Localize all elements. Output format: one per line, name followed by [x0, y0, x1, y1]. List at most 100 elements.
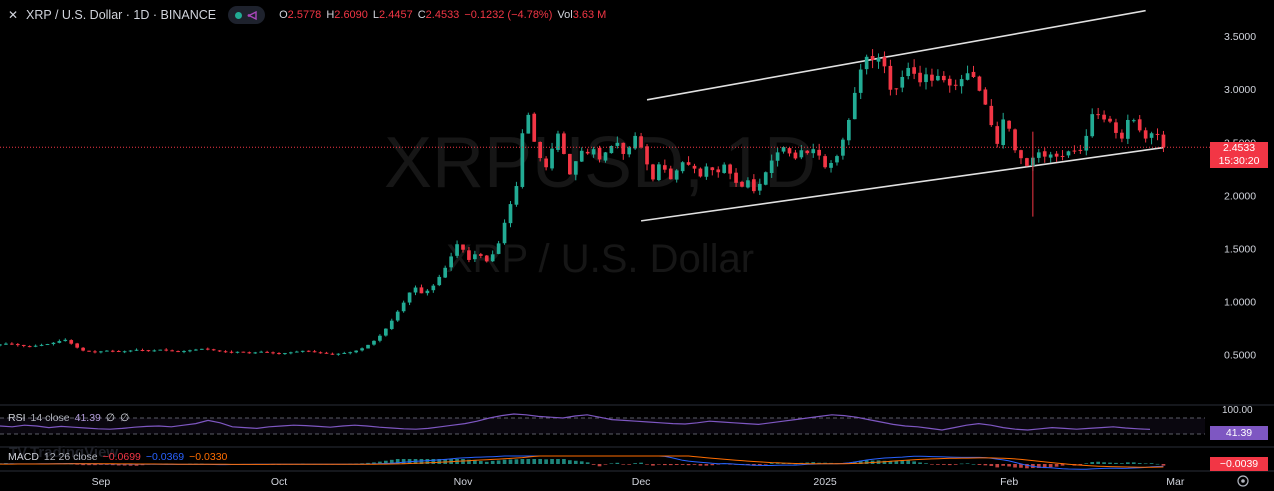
candle[interactable] — [217, 350, 222, 353]
candle[interactable] — [585, 148, 590, 155]
candle[interactable] — [728, 163, 732, 180]
candle[interactable] — [81, 347, 85, 352]
candle[interactable] — [823, 154, 827, 169]
candle[interactable] — [1149, 131, 1154, 145]
candle[interactable] — [0, 344, 2, 347]
candle[interactable] — [176, 350, 180, 353]
candle[interactable] — [597, 145, 602, 163]
candle[interactable] — [591, 146, 596, 158]
candle[interactable] — [496, 240, 501, 255]
candle[interactable] — [668, 165, 673, 180]
candle[interactable] — [953, 79, 958, 91]
candle[interactable] — [366, 344, 370, 349]
candle[interactable] — [265, 350, 269, 353]
candle[interactable] — [211, 348, 216, 351]
candle[interactable] — [870, 49, 875, 69]
candle[interactable] — [182, 350, 186, 354]
rsi-legend[interactable]: RSI 14 close 41.39 ∅ ∅ — [8, 412, 129, 424]
candle[interactable] — [621, 142, 626, 160]
candle[interactable] — [698, 167, 703, 178]
candle[interactable] — [383, 328, 388, 337]
candle[interactable] — [372, 340, 376, 346]
candle[interactable] — [490, 250, 495, 262]
candle[interactable] — [443, 265, 448, 279]
candle[interactable] — [229, 350, 234, 354]
candle[interactable] — [449, 252, 453, 271]
candle[interactable] — [906, 62, 911, 80]
candle[interactable] — [21, 344, 26, 348]
candle[interactable] — [146, 349, 151, 352]
last-price-badge[interactable]: 2.4533 15:30:20 — [1210, 142, 1268, 168]
candle[interactable] — [330, 352, 335, 355]
candle[interactable] — [775, 147, 780, 167]
candle[interactable] — [188, 349, 192, 353]
candle[interactable] — [15, 343, 20, 347]
candle[interactable] — [283, 352, 287, 355]
candle[interactable] — [223, 350, 228, 353]
candle[interactable] — [959, 74, 964, 94]
candle[interactable] — [1155, 128, 1160, 141]
candle[interactable] — [87, 350, 91, 352]
candle[interactable] — [538, 141, 543, 162]
candle[interactable] — [389, 318, 394, 331]
candle[interactable] — [1084, 129, 1089, 156]
close-icon[interactable]: ✕ — [8, 8, 19, 22]
candle[interactable] — [1036, 148, 1041, 163]
macd-legend[interactable]: MACD 12 26 close −0.0699 −0.0369 −0.0330 — [8, 451, 227, 463]
candle[interactable] — [75, 342, 80, 349]
candle[interactable] — [912, 59, 916, 80]
candle[interactable] — [645, 144, 649, 171]
candle[interactable] — [437, 274, 442, 287]
candle[interactable] — [936, 69, 940, 82]
candle[interactable] — [1096, 107, 1100, 120]
candle[interactable] — [710, 166, 715, 176]
candle[interactable] — [271, 351, 275, 355]
candle[interactable] — [752, 174, 756, 194]
candle[interactable] — [633, 132, 637, 150]
candle[interactable] — [235, 351, 240, 354]
candle[interactable] — [348, 351, 353, 355]
candle[interactable] — [39, 343, 44, 347]
candle[interactable] — [473, 250, 477, 263]
candle[interactable] — [1019, 149, 1023, 165]
candle[interactable] — [1060, 150, 1065, 161]
candle[interactable] — [425, 289, 430, 296]
candle[interactable] — [1054, 151, 1059, 162]
candle[interactable] — [461, 244, 465, 253]
candle[interactable] — [57, 339, 62, 344]
candle[interactable] — [199, 348, 204, 350]
candle[interactable] — [508, 201, 513, 228]
candle[interactable] — [110, 349, 115, 353]
candle[interactable] — [170, 349, 174, 352]
candle[interactable] — [289, 351, 293, 355]
candle[interactable] — [1078, 144, 1083, 154]
rsi-line[interactable] — [0, 413, 1151, 431]
candle[interactable] — [894, 88, 899, 96]
symbol-title[interactable]: XRP / U.S. Dollar · 1D · BINANCE — [26, 8, 217, 22]
candle[interactable] — [63, 338, 68, 342]
candle[interactable] — [1001, 112, 1006, 149]
candle[interactable] — [811, 143, 816, 158]
candle[interactable] — [876, 53, 881, 69]
candle[interactable] — [134, 348, 139, 351]
candle[interactable] — [122, 350, 127, 354]
candle[interactable] — [1025, 157, 1029, 167]
candle[interactable] — [1066, 150, 1071, 158]
candle[interactable] — [520, 129, 525, 189]
candle[interactable] — [532, 112, 537, 142]
candle[interactable] — [116, 350, 121, 353]
candle[interactable] — [1108, 115, 1112, 124]
candle[interactable] — [407, 292, 412, 306]
candle[interactable] — [342, 351, 347, 354]
candle[interactable] — [419, 284, 424, 294]
candle[interactable] — [241, 351, 246, 353]
candle[interactable] — [977, 75, 982, 92]
candle[interactable] — [1120, 129, 1124, 143]
candle[interactable] — [716, 166, 721, 178]
candle[interactable] — [514, 181, 519, 207]
candle[interactable] — [318, 351, 323, 354]
candle[interactable] — [930, 68, 934, 87]
candle[interactable] — [888, 59, 893, 96]
candle[interactable] — [805, 150, 810, 155]
